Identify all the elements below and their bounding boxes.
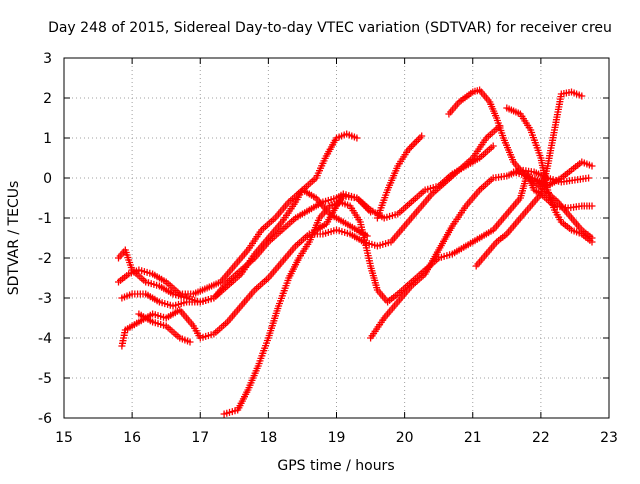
series-markers — [312, 142, 497, 234]
y-tick-label: 2 — [43, 91, 52, 107]
series-markers — [367, 166, 593, 342]
y-axis-label: SDTVAR / TECUs — [6, 181, 22, 296]
series-track-f — [220, 170, 596, 418]
series-track-k — [472, 88, 586, 270]
series-track-m — [510, 158, 596, 190]
y-tick-label: -4 — [38, 331, 52, 347]
x-axis-label: GPS time / hours — [277, 458, 394, 474]
x-tick-label: 22 — [532, 430, 550, 446]
data-series — [115, 86, 596, 418]
y-tick-label: -3 — [38, 291, 52, 307]
x-tick-label: 20 — [396, 430, 414, 446]
grid — [64, 58, 609, 418]
series-markers — [472, 88, 586, 270]
y-tick-label: 3 — [43, 51, 52, 67]
series-markers — [135, 310, 194, 346]
y-tick-label: 1 — [43, 131, 52, 147]
x-tick-label: 17 — [191, 430, 209, 446]
series-markers — [445, 86, 596, 242]
x-tick-label: 19 — [328, 430, 346, 446]
series-markers — [373, 132, 426, 222]
series-markers — [220, 170, 596, 418]
series-track-i — [373, 132, 426, 222]
x-tick-label: 23 — [600, 430, 618, 446]
series-track-a — [115, 130, 361, 298]
y-tick-label: -2 — [38, 251, 52, 267]
y-tick-label: 0 — [43, 171, 52, 187]
series-track-e — [135, 310, 194, 346]
x-tick-label: 21 — [464, 430, 482, 446]
y-tick-label: -6 — [38, 411, 52, 427]
x-tick-label: 16 — [123, 430, 141, 446]
x-tick-label: 15 — [55, 430, 73, 446]
series-track-j — [445, 86, 596, 242]
y-tick-label: -5 — [38, 371, 52, 387]
series-markers — [115, 130, 361, 298]
series-markers — [510, 158, 596, 190]
y-tick-label: -1 — [38, 211, 52, 227]
series-track-h — [367, 166, 593, 342]
chart-title: Day 248 of 2015, Sidereal Day-to-day VTE… — [48, 20, 612, 36]
series-track-g — [312, 142, 497, 234]
plot-frame — [63, 57, 610, 419]
x-tick-label: 18 — [259, 430, 277, 446]
